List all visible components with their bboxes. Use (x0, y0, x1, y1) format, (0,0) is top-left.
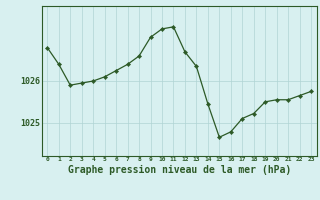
X-axis label: Graphe pression niveau de la mer (hPa): Graphe pression niveau de la mer (hPa) (68, 165, 291, 175)
